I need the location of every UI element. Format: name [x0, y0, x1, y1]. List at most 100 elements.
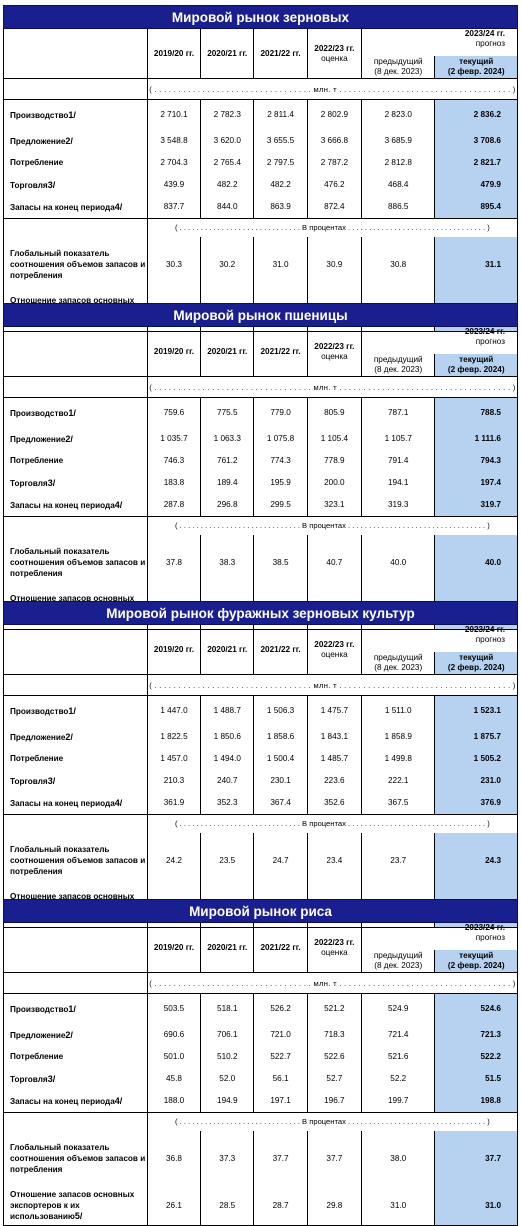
current-value: 1 505.2 — [434, 747, 518, 770]
previous-date: (8 дек. 2023) — [374, 961, 423, 970]
value-cell: 2 811.4 — [253, 99, 308, 130]
table-row: Предложение2/690.6 706.1 721.0 718.3 721.4 72… — [3, 1023, 518, 1046]
units-blank — [3, 376, 148, 398]
estimate-label: оценка — [321, 948, 348, 957]
table-row: Глобальный показатель соотношения объемо… — [3, 236, 518, 293]
footnote-mark: 4/ — [114, 499, 123, 510]
table-row: Производство1/1 447.0 1 488.7 1 506.3 1 475… — [3, 695, 518, 726]
row-label-text: Торговля — [10, 478, 48, 488]
units-blank — [3, 813, 148, 833]
value-cell: 28.5 — [200, 1186, 255, 1226]
row-label: Предложение2/ — [3, 427, 148, 450]
value-cell: 223.6 — [306, 769, 363, 792]
previous-header: предыдущий (8 дек. 2023) — [361, 950, 436, 973]
current-value: 24.3 — [434, 832, 518, 889]
value-cell: 28.7 — [253, 1186, 308, 1226]
current-date: (2 февр. 2024) — [447, 365, 505, 374]
previous-header: предыдущий (8 дек. 2023) — [361, 652, 436, 675]
value-cell: 787.1 — [361, 397, 436, 428]
value-cell: 1 063.3 — [200, 427, 255, 450]
year-label: 2019/20 гг. — [153, 347, 195, 356]
current-date: (2 февр. 2024) — [447, 961, 505, 970]
current-value: 197.4 — [434, 471, 518, 494]
year-header: 2019/20 гг. — [146, 29, 202, 79]
value-cell: 439.9 — [146, 173, 202, 196]
value-cell: 1 511.0 — [361, 695, 436, 726]
current-date: (2 февр. 2024) — [447, 67, 505, 76]
footnote-mark: 3/ — [47, 477, 56, 488]
previous-label: предыдущий — [373, 653, 423, 662]
value-cell: 40.7 — [306, 534, 363, 591]
row-label-text: Потребление — [10, 158, 64, 167]
market-block: Мировой рынок фуражных зерновых культур 2… — [3, 601, 519, 928]
value-cell: 38.0 — [361, 1130, 436, 1187]
value-cell: 2 823.0 — [361, 99, 436, 130]
value-cell: 1 488.7 — [200, 695, 255, 726]
units-pct: ( . . . . . . . . . . . . . . . . . . . … — [146, 217, 519, 237]
year-label: 2021/22 гг. — [260, 645, 301, 654]
value-cell: 52.7 — [306, 1067, 363, 1090]
footnote-mark: 3/ — [47, 775, 56, 786]
current-header: текущий (2 февр. 2024) — [434, 950, 518, 973]
current-value: 319.7 — [434, 493, 518, 516]
value-cell: 23.4 — [306, 832, 363, 889]
value-cell: 1 843.1 — [306, 725, 363, 748]
value-cell: 199.7 — [361, 1089, 436, 1112]
row-label-text: Предложение — [10, 434, 66, 444]
value-cell: 31.0 — [361, 1186, 436, 1226]
current-header: текущий (2 февр. 2024) — [434, 56, 518, 79]
year-label: 2020/21 гг. — [207, 49, 248, 58]
value-cell: 2 710.1 — [146, 99, 202, 130]
value-cell: 3 655.5 — [253, 129, 308, 152]
value-cell: 319.3 — [361, 493, 436, 516]
value-cell: 690.6 — [146, 1023, 202, 1046]
row-label-text: Потребление — [10, 754, 64, 763]
value-cell: 37.3 — [200, 1130, 255, 1187]
footnote-mark: 5/ — [74, 1211, 83, 1221]
units-mln: ( . . . . . . . . . . . . . . . . . . . … — [146, 78, 519, 100]
estimate-label: оценка — [321, 54, 348, 63]
current-value: 721.3 — [434, 1023, 518, 1046]
footnote-mark: 3/ — [47, 179, 56, 190]
header-blank — [3, 327, 148, 377]
value-cell: 1 075.8 — [253, 427, 308, 450]
value-cell: 23.5 — [200, 832, 255, 889]
row-label-text: Торговля — [10, 180, 48, 190]
previous-label: предыдущий — [373, 355, 423, 364]
table-row: Торговля3/183.8 189.4 195.9 200.0 194.1 197.4 — [3, 471, 518, 494]
value-cell: 3 666.8 — [306, 129, 363, 152]
table-row: Глобальный показатель соотношения объемо… — [3, 534, 518, 591]
header-blank — [3, 923, 148, 973]
table-row: Потребление 746.3 761.2 774.3 778.9 791.4 794.… — [3, 449, 518, 472]
previous-label: предыдущий — [373, 57, 423, 66]
value-cell: 746.3 — [146, 449, 202, 472]
previous-label: предыдущий — [373, 951, 423, 960]
previous-date: (8 дек. 2023) — [374, 67, 423, 76]
forecast-header: 2023/24 гг. прогноз — [361, 923, 518, 950]
value-cell: 52.0 — [200, 1067, 255, 1090]
table-row: Предложение2/1 822.5 1 850.6 1 858.6 1 843.… — [3, 725, 518, 748]
value-cell: 805.9 — [306, 397, 363, 428]
row-label-text: Глобальный показатель соотношения объемо… — [10, 1143, 146, 1174]
estimate-label: оценка — [321, 650, 348, 659]
row-label-text: Предложение — [10, 1030, 66, 1040]
value-cell: 287.8 — [146, 493, 202, 516]
value-cell: 37.7 — [306, 1130, 363, 1187]
row-label: Производство1/ — [3, 397, 148, 428]
current-value: 231.0 — [434, 769, 518, 792]
value-cell: 36.8 — [146, 1130, 202, 1187]
value-cell: 45.8 — [146, 1067, 202, 1090]
value-cell: 521.6 — [361, 1045, 436, 1068]
table-row: Глобальный показатель соотношения объемо… — [3, 832, 518, 889]
table-row: Предложение2/1 035.7 1 063.3 1 075.8 1 105.… — [3, 427, 518, 450]
value-cell: 3 685.9 — [361, 129, 436, 152]
value-cell: 2 812.8 — [361, 151, 436, 174]
row-label: Предложение2/ — [3, 725, 148, 748]
row-label-text: Потребление — [10, 456, 64, 465]
footnote-mark: 2/ — [65, 731, 73, 742]
value-cell: 2 704.3 — [146, 151, 202, 174]
value-cell: 222.1 — [361, 769, 436, 792]
value-cell: 352.3 — [200, 791, 255, 814]
year-label: 2020/21 гг. — [207, 943, 248, 952]
value-cell: 1 506.3 — [253, 695, 308, 726]
